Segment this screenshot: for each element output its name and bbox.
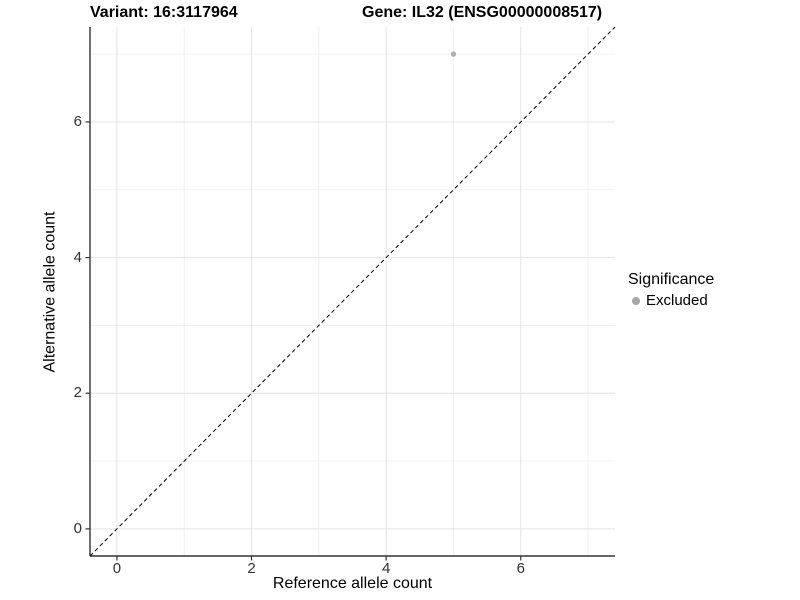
legend-item-label: Excluded: [646, 292, 708, 309]
x-tick-label: 6: [516, 560, 525, 577]
legend-title: Significance: [628, 271, 715, 288]
x-tick-label: 0: [112, 560, 122, 577]
legend-key: [628, 293, 644, 309]
y-tick-label: 2: [73, 384, 82, 402]
y-tick-label: 6: [73, 112, 82, 130]
y-tick-label: 4: [73, 248, 82, 266]
excluded-dot-icon: [632, 296, 640, 305]
legend: Significance Excluded: [628, 271, 714, 309]
y-axis-title: Alternative allele count: [41, 211, 59, 373]
legend-item-excluded: Excluded: [628, 292, 714, 309]
plot-title-variant: Variant: 16:3117964: [90, 4, 238, 21]
plot-title-gene: Gene: IL32 (ENSG00000008517): [362, 4, 603, 21]
y-tick-label: 0: [73, 519, 82, 537]
identity-reference-line: [89, 26, 616, 557]
x-axis-title: Reference allele count: [272, 575, 433, 592]
data-point-excluded: [450, 51, 457, 57]
x-tick-label: 4: [381, 560, 391, 577]
x-tick-label: 2: [247, 560, 256, 577]
